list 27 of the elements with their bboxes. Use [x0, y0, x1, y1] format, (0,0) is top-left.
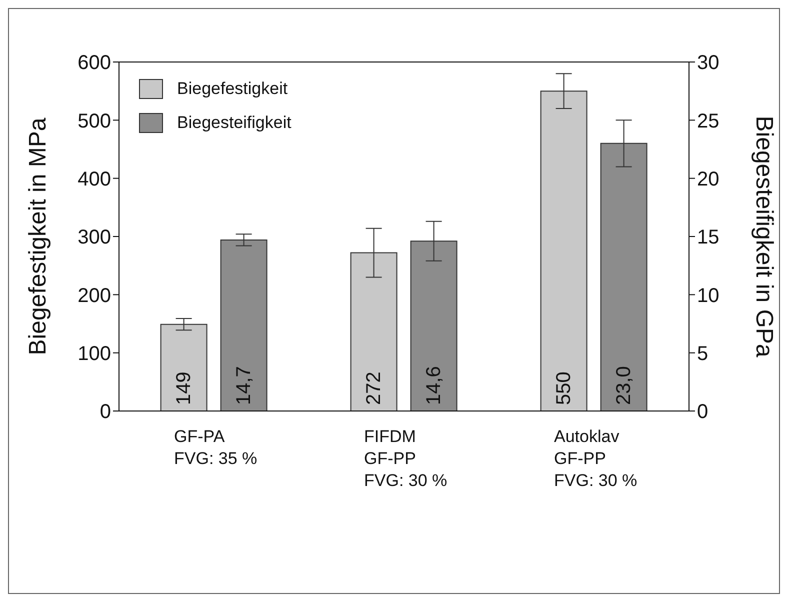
y-axis-title: Biegefestigkeit in MPa — [24, 117, 52, 356]
data-label: 23,0 — [612, 366, 635, 405]
x-tick-label: FIFDM GF-PP FVG: 30 % — [364, 427, 448, 490]
x-tick-label: GF-PA FVG: 35 % — [174, 427, 258, 468]
data-label: 149 — [172, 372, 195, 405]
y-tick-label: 400 — [78, 168, 111, 190]
y2-axis-title: Biegesteifigkeit in GPa — [750, 116, 778, 358]
y2-tick-label: 5 — [697, 342, 708, 365]
x-tick-label: Autoklav GF-PP FVG: 30 % — [554, 427, 638, 490]
y-tick-label: 0 — [100, 401, 111, 424]
y2-tick-label: 25 — [697, 110, 720, 132]
legend-label: Biegefestigkeit — [177, 79, 288, 99]
data-label: 14,6 — [422, 366, 445, 405]
y2-tick-label: 0 — [697, 401, 708, 424]
y2-tick-label: 15 — [697, 226, 720, 249]
y2-tick-label: 10 — [697, 284, 720, 307]
data-label: 272 — [362, 372, 385, 405]
y-tick-label: 100 — [78, 342, 111, 365]
y-tick-label: 300 — [78, 226, 111, 249]
y-tick-label: 200 — [78, 284, 111, 307]
y2-tick-label: 30 — [697, 52, 720, 74]
y-tick-label: 600 — [78, 52, 111, 74]
data-label: 550 — [552, 372, 575, 405]
y2-tick-label: 20 — [697, 168, 720, 190]
y-tick-label: 500 — [78, 110, 111, 132]
data-label: 14,7 — [232, 366, 255, 405]
legend-label: Biegesteifigkeit — [177, 113, 292, 133]
